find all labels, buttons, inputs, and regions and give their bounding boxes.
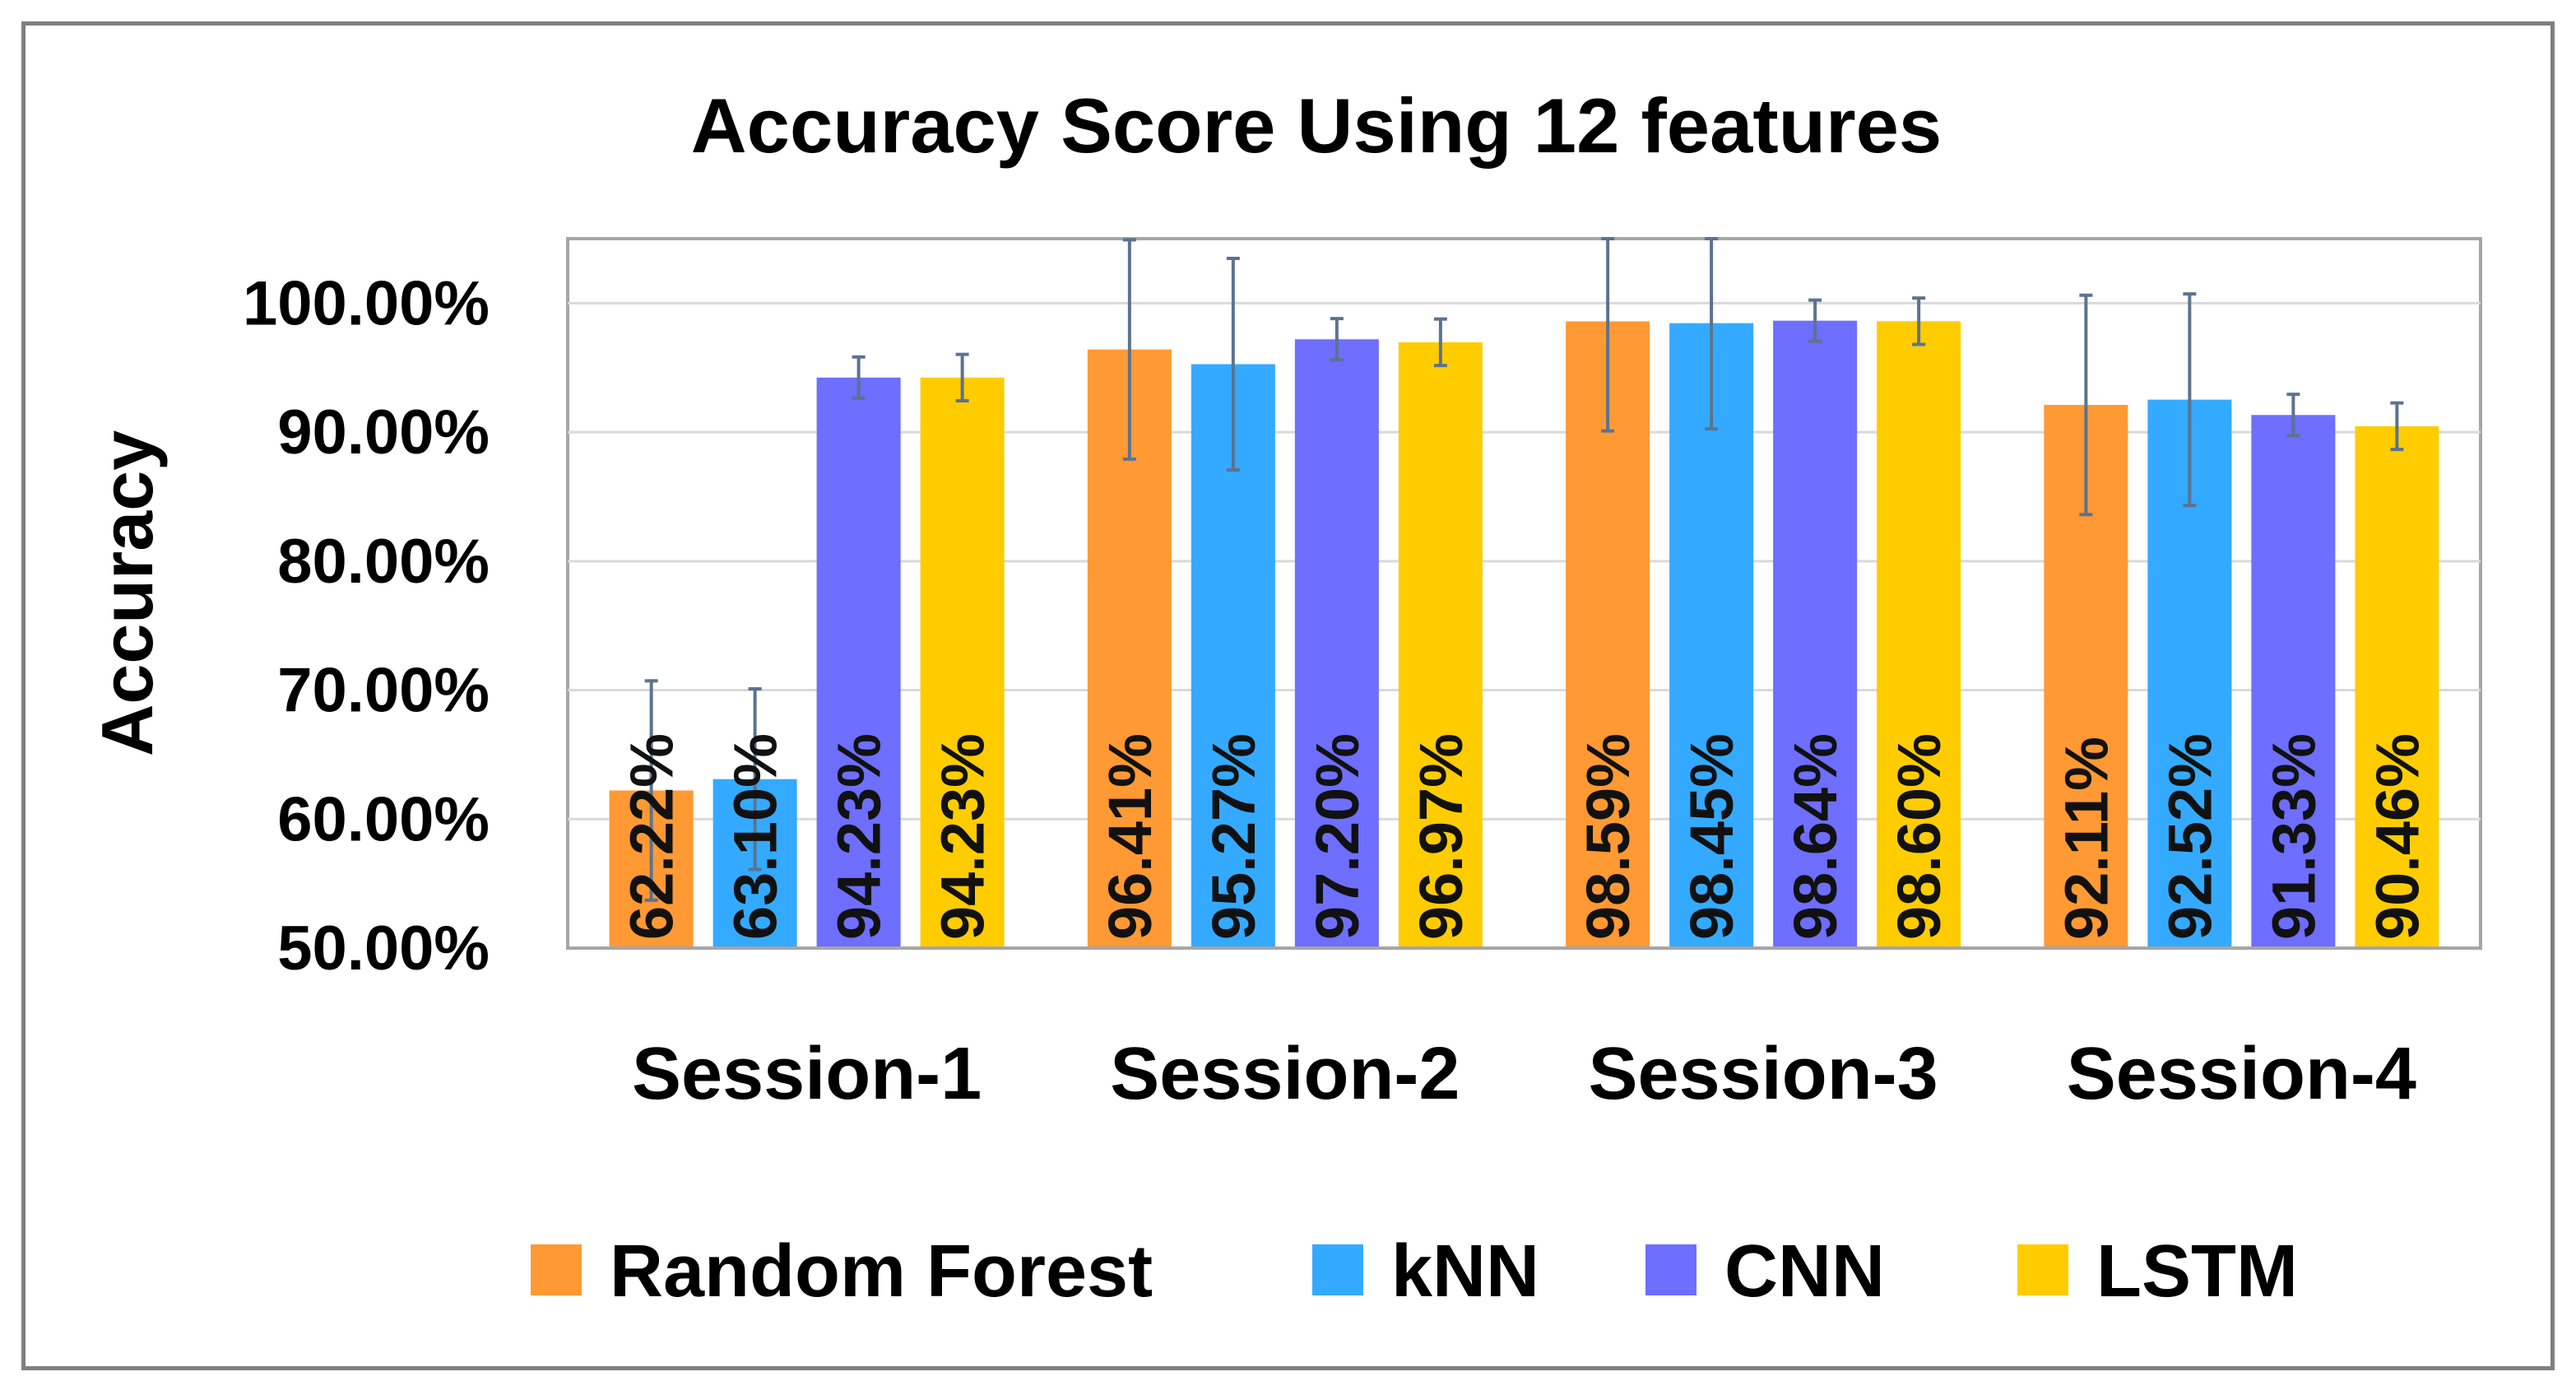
bar (1773, 320, 1858, 948)
data-label: 91.33% (2259, 733, 2328, 940)
error-bars (644, 237, 2404, 902)
data-label: 96.97% (1407, 733, 1475, 940)
data-label: 98.59% (1574, 733, 1642, 940)
legend: Random Forest kNN CNN LSTM (531, 1230, 2298, 1313)
category-labels: Session-1 Session-2 Session-3 Session-4 (632, 1033, 2416, 1115)
bar (920, 377, 1005, 948)
data-label: 63.10% (722, 733, 790, 940)
legend-label: kNN (1391, 1230, 1539, 1313)
y-axis-ticks: 50.00% 60.00% 70.00% 80.00% 90.00% 100.00% (243, 268, 490, 983)
bar (1877, 321, 1961, 949)
data-label: 94.23% (825, 733, 893, 940)
x-category-label: Session-2 (1110, 1033, 1460, 1115)
legend-label: CNN (1724, 1230, 1885, 1313)
y-axis-label: Accuracy (86, 430, 168, 756)
y-tick-label: 100.00% (243, 268, 490, 338)
data-label: 95.27% (1200, 733, 1268, 940)
legend-swatch (531, 1244, 582, 1295)
x-category-label: Session-1 (632, 1033, 982, 1115)
chart-title: Accuracy Score Using 12 features (691, 82, 1942, 169)
bar (2355, 425, 2439, 948)
data-label: 92.52% (2156, 733, 2224, 940)
bar (2251, 415, 2336, 948)
data-label: 96.41% (1096, 733, 1164, 940)
legend-swatch (1645, 1244, 1696, 1295)
bar (816, 377, 901, 948)
y-tick-label: 50.00% (277, 914, 490, 983)
legend-label: Random Forest (610, 1230, 1153, 1313)
data-label: 98.45% (1678, 733, 1746, 940)
y-tick-label: 80.00% (277, 527, 490, 597)
bar (1398, 342, 1483, 948)
y-tick-label: 70.00% (277, 656, 490, 726)
legend-label: LSTM (2096, 1230, 2298, 1313)
data-labels: 62.22% 63.10% 94.23% 94.23% 96.41% 95.27% 97.2… (618, 733, 2432, 940)
data-label: 98.64% (1781, 733, 1850, 940)
y-tick-label: 60.00% (277, 784, 490, 854)
bar (1294, 339, 1379, 948)
data-label: 90.46% (2363, 733, 2431, 940)
data-label: 62.22% (618, 733, 686, 940)
x-category-label: Session-4 (2067, 1033, 2416, 1115)
x-category-label: Session-3 (1589, 1033, 1938, 1115)
legend-swatch (1312, 1244, 1363, 1295)
data-label: 98.60% (1885, 733, 1953, 940)
legend-swatch (2017, 1244, 2068, 1295)
data-label: 92.11% (2052, 737, 2120, 940)
y-tick-label: 90.00% (277, 398, 490, 467)
data-label: 97.20% (1303, 733, 1372, 940)
data-label: 94.23% (929, 733, 997, 940)
